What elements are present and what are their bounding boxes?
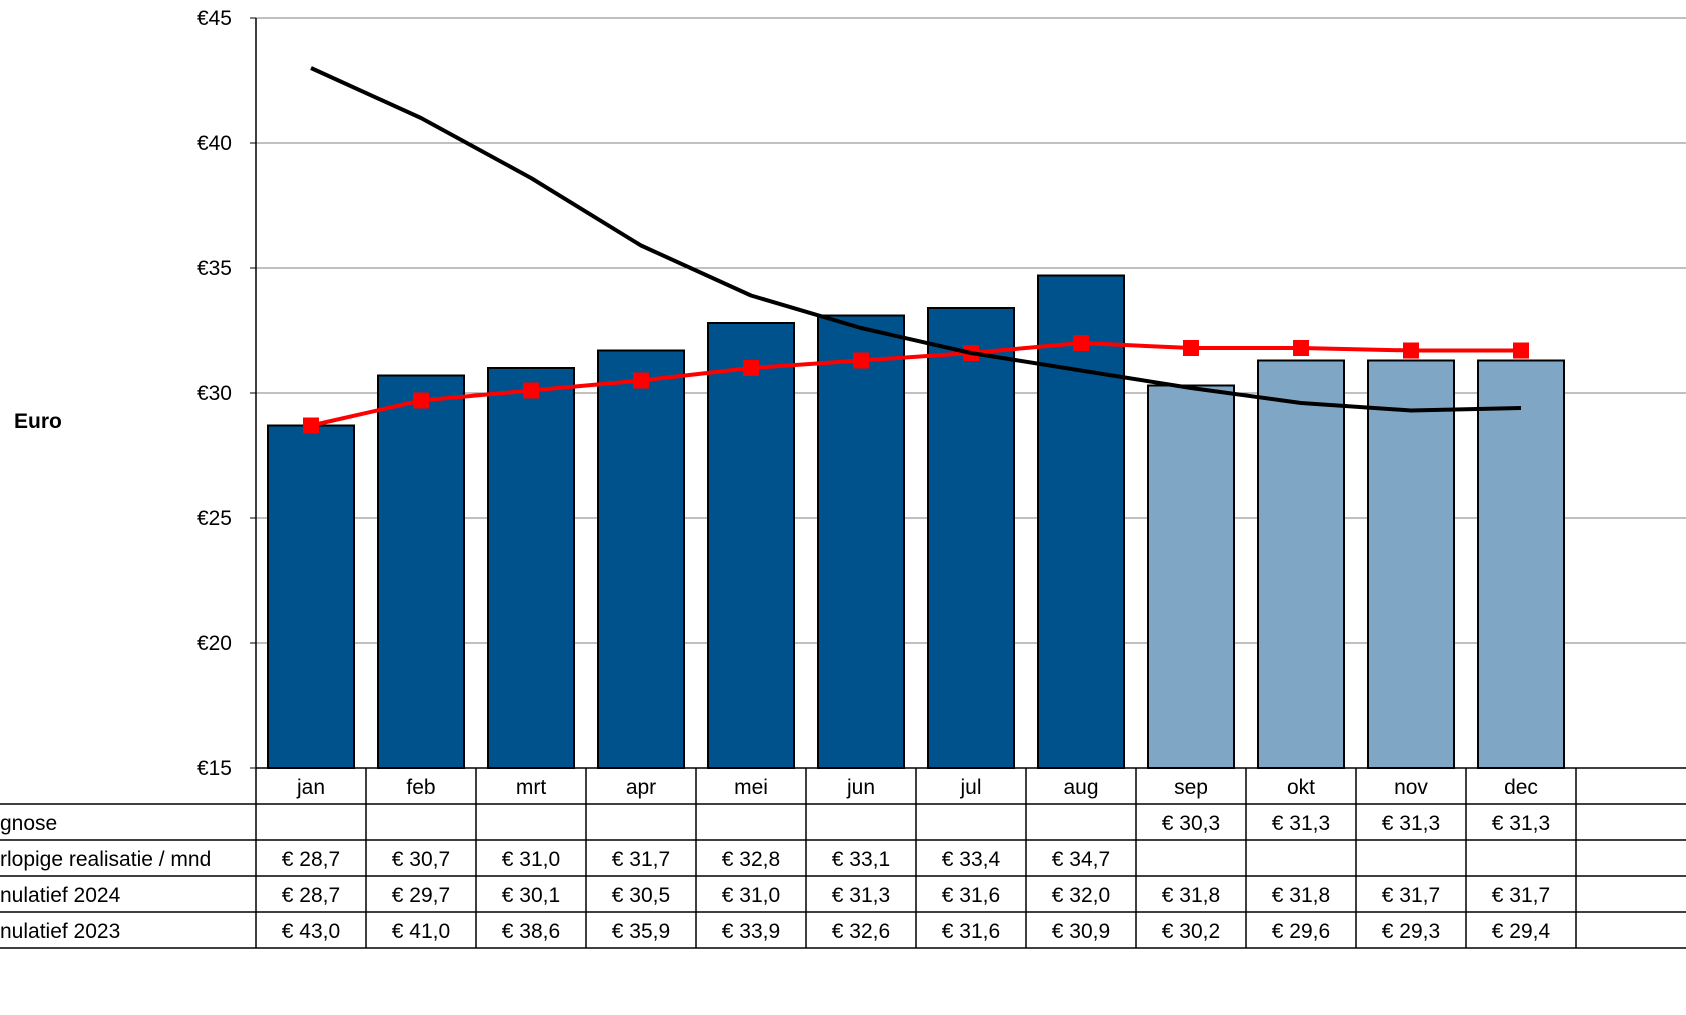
y-tick-label: €45 — [197, 7, 232, 30]
bar-okt — [1257, 359, 1345, 769]
table-cell: € 30,5 — [612, 884, 670, 907]
axes: €15 €20 €25 €30 €35 €40 €45 jan feb mrt apr mei jun j… — [197, 7, 1686, 948]
table-cell: € 31,3 — [1382, 812, 1440, 835]
series-point-apr — [633, 372, 649, 389]
table-cell: € 30,7 — [392, 848, 450, 871]
bar-mei — [707, 322, 795, 769]
table-cell: € 31,0 — [502, 848, 560, 871]
bar-dec — [1477, 359, 1565, 769]
bar-feb — [377, 374, 465, 769]
series-point-feb — [413, 392, 429, 409]
table-cell: € 38,6 — [502, 920, 560, 943]
series-point-sep — [1183, 340, 1199, 356]
y-tick-label: €15 — [197, 757, 232, 780]
y-tick-label: €40 — [197, 132, 232, 155]
table-cell: € 31,7 — [612, 848, 670, 871]
table-cell: € 34,7 — [1052, 848, 1110, 871]
series-point-mei — [743, 360, 759, 376]
table-cell: € 30,3 — [1162, 812, 1220, 835]
table-cell: € 32,6 — [832, 920, 890, 943]
x-tick-label: aug — [1063, 776, 1098, 799]
x-tick-label: nov — [1394, 776, 1428, 799]
table-cell: € 35,9 — [612, 920, 670, 943]
table-cell: € 31,3 — [1492, 812, 1550, 835]
y-axis-label: Euro — [14, 410, 62, 433]
bar-apr — [597, 349, 685, 769]
y-tick-label: €30 — [197, 382, 232, 405]
table-cell: € 31,6 — [942, 920, 1000, 943]
x-tick-label: mrt — [516, 776, 546, 799]
series-line-3 — [310, 66, 1522, 413]
series-point-dec — [1513, 342, 1529, 359]
x-tick-label: feb — [406, 776, 435, 799]
y-tick-label: €20 — [197, 632, 232, 655]
series-point-nov — [1403, 342, 1419, 359]
table-cell: € 30,9 — [1052, 920, 1110, 943]
series-point-jun — [853, 352, 869, 369]
table-cell: € 31,0 — [722, 884, 780, 907]
table-cell: € 31,8 — [1272, 884, 1330, 907]
table-cell: € 30,2 — [1162, 920, 1220, 943]
bar-nov — [1367, 359, 1455, 769]
table-row-label: gnose — [0, 812, 57, 835]
x-tick-label: sep — [1174, 776, 1208, 799]
table-cell: € 33,4 — [942, 848, 1001, 871]
table-cell: € 31,7 — [1492, 884, 1550, 907]
table-cell: € 33,1 — [832, 848, 890, 871]
table-cell: € 32,8 — [722, 848, 780, 871]
x-tick-label: jun — [846, 776, 875, 799]
x-tick-label: jul — [959, 776, 981, 799]
bar-mrt — [487, 367, 575, 769]
bar-jul — [927, 307, 1015, 769]
table-cell: € 29,7 — [392, 884, 450, 907]
table-cell: € 43,0 — [282, 920, 340, 943]
table-cell: € 28,7 — [282, 884, 340, 907]
table-cell: € 28,7 — [282, 848, 340, 871]
table-row-label: nulatief 2023 — [0, 920, 120, 943]
table-row-label: nulatief 2024 — [0, 884, 121, 907]
data-table: gnose € 30,3 € 31,3 € 31,3 € 31,3 rlopige rea… — [0, 768, 1686, 949]
y-tick-label: €35 — [197, 257, 232, 280]
series-lines — [303, 66, 1529, 434]
bar-sep — [1147, 384, 1235, 769]
bar-jun — [817, 314, 905, 769]
y-tick-label: €25 — [197, 507, 232, 530]
table-cell: € 29,6 — [1272, 920, 1330, 943]
table-cell: € 31,6 — [942, 884, 1000, 907]
x-tick-label: okt — [1287, 776, 1315, 799]
table-cell: € 31,7 — [1382, 884, 1440, 907]
table-row-label: rlopige realisatie / mnd — [0, 848, 211, 871]
series-line-2 — [310, 341, 1521, 428]
table-cell: € 30,1 — [502, 884, 560, 907]
bars — [267, 274, 1565, 769]
table-cell: € 41,0 — [392, 920, 450, 943]
series-point-aug — [1073, 335, 1089, 351]
x-tick-label: apr — [626, 776, 656, 799]
x-tick-label: dec — [1504, 776, 1538, 799]
table-cell: € 29,3 — [1382, 920, 1440, 943]
bar-jan — [267, 424, 355, 769]
table-cell: € 32,0 — [1052, 884, 1110, 907]
x-tick-label: jan — [296, 776, 325, 799]
bar-aug — [1037, 274, 1125, 769]
table-cell: € 31,3 — [1272, 812, 1330, 835]
series-point-jan — [303, 417, 319, 434]
table-cell: € 33,9 — [722, 920, 780, 943]
table-cell: € 31,8 — [1162, 884, 1220, 907]
series-point-mrt — [523, 382, 539, 399]
series-point-okt — [1293, 340, 1309, 356]
x-tick-label: mei — [734, 776, 768, 799]
table-cell: € 29,4 — [1492, 920, 1551, 943]
table-cell: € 31,3 — [832, 884, 890, 907]
